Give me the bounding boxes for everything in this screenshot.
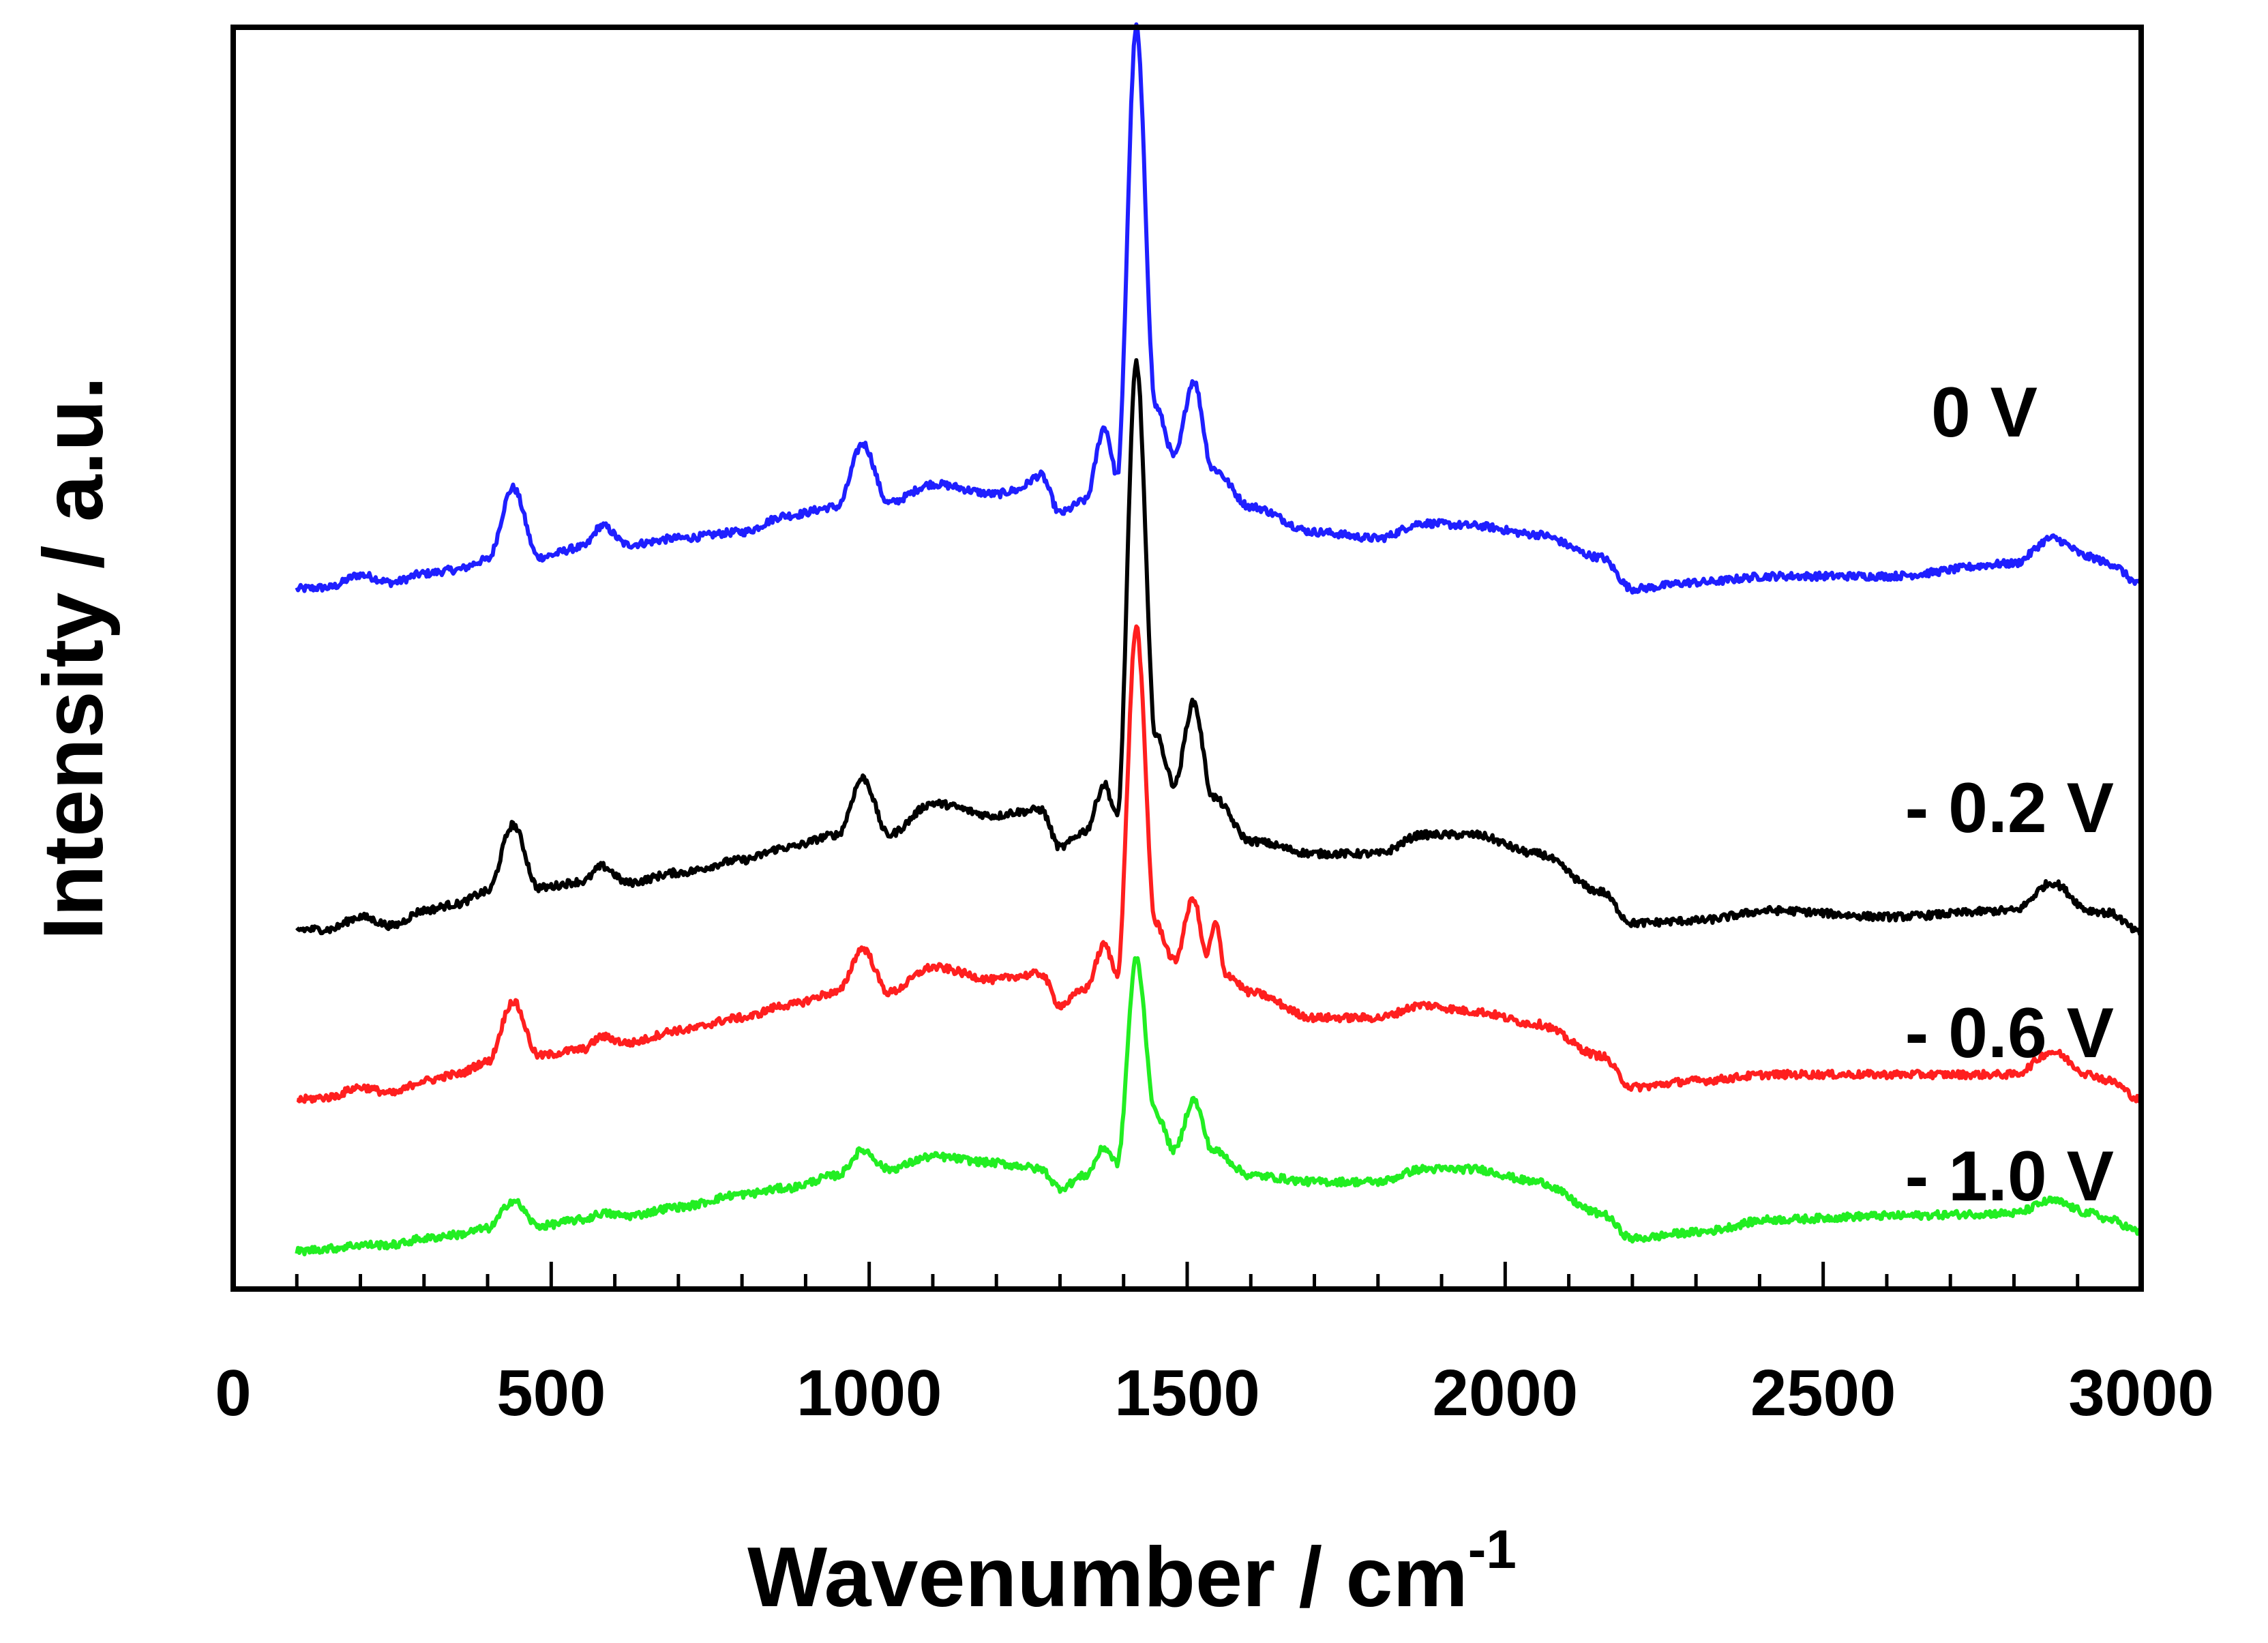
- series-line-1: [295, 22, 2143, 595]
- x-axis-tick-labels: 0 500 1000 1500 2000 2500 3000: [215, 1357, 2213, 1430]
- series-label-3: - 0.6 V: [1905, 994, 2114, 1073]
- x-tick-label: 0: [215, 1357, 251, 1430]
- x-tick-label: 1500: [1114, 1357, 1260, 1430]
- series-line-4: [295, 956, 2143, 1257]
- plot-area-frame: [230, 25, 2144, 1292]
- x-axis-title-superscript: -1: [1468, 1519, 1517, 1580]
- x-axis-ticks: [295, 1262, 2080, 1289]
- series-line-3: [296, 624, 2143, 1104]
- x-tick-label: 2000: [1433, 1357, 1579, 1430]
- x-axis-title: Wavenumber / cm-1: [747, 1519, 1517, 1625]
- x-tick-label: 1000: [796, 1357, 942, 1430]
- series-label-1: 0 V: [1931, 373, 2038, 452]
- y-axis-title: Intensity / a.u.: [27, 376, 121, 941]
- series-line-2: [295, 358, 2143, 936]
- x-axis-title-main: Wavenumber / cm: [747, 1530, 1468, 1625]
- x-tick-label: 3000: [2068, 1357, 2214, 1430]
- series-labels: 0 V - 0.2 V - 0.6 V - 1.0 V: [1905, 373, 2114, 1216]
- series-label-2: - 0.2 V: [1905, 769, 2114, 848]
- x-tick-label: 2500: [1750, 1357, 1896, 1430]
- series-label-4: - 1.0 V: [1905, 1137, 2114, 1216]
- x-tick-label: 500: [496, 1357, 606, 1430]
- series-layer: [295, 22, 2143, 1257]
